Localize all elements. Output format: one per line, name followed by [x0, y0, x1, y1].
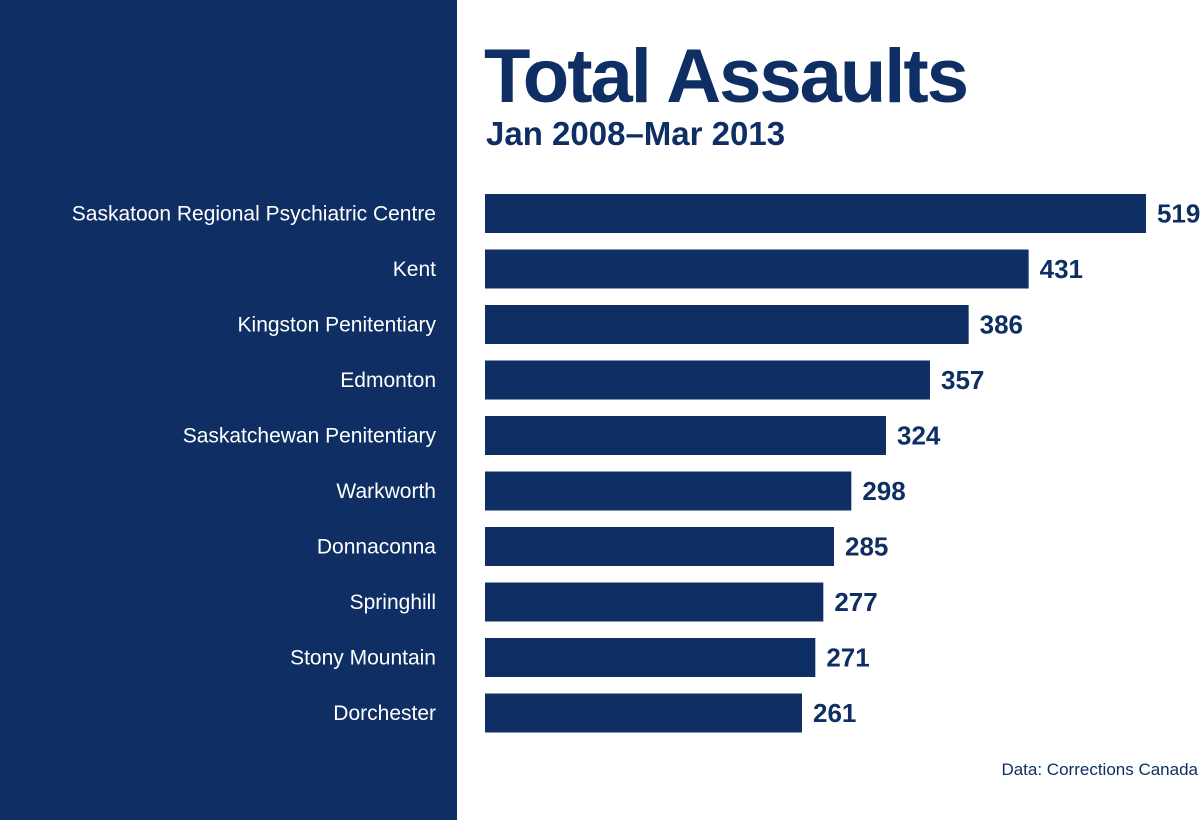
source-note: Data: Corrections Canada [1001, 760, 1198, 779]
category-label: Edmonton [340, 369, 436, 392]
category-label: Donnaconna [317, 536, 436, 559]
category-label: Saskatoon Regional Psychiatric Centre [72, 203, 436, 226]
bar [485, 416, 886, 455]
bar [485, 194, 1146, 233]
data-label: 277 [834, 587, 877, 617]
bar [485, 527, 834, 566]
category-label: Warkworth [336, 480, 436, 503]
category-label: Kingston Penitentiary [238, 314, 437, 337]
chart-subtitle: Jan 2008–Mar 2013 [486, 115, 786, 152]
bar [485, 249, 1029, 289]
bar [485, 638, 816, 677]
data-label: 357 [941, 365, 984, 395]
data-label: 431 [1040, 254, 1083, 284]
category-label: Stony Mountain [290, 647, 436, 670]
data-label: 519 [1157, 199, 1200, 229]
data-label: 324 [897, 421, 941, 451]
bar [485, 305, 969, 344]
bar [485, 471, 852, 511]
data-label: 386 [980, 310, 1023, 340]
data-label: 298 [862, 476, 905, 506]
data-label: 285 [845, 532, 888, 562]
data-label: 261 [813, 698, 856, 728]
data-label: 271 [826, 643, 869, 673]
bar [485, 360, 930, 400]
category-label: Springhill [350, 591, 436, 614]
category-label: Kent [393, 258, 436, 281]
category-label: Saskatchewan Penitentiary [183, 425, 437, 448]
category-label: Dorchester [333, 702, 436, 725]
chart-title: Total Assaults [484, 34, 969, 119]
bar [485, 582, 824, 622]
bar [485, 693, 802, 733]
label-panel [0, 0, 457, 820]
